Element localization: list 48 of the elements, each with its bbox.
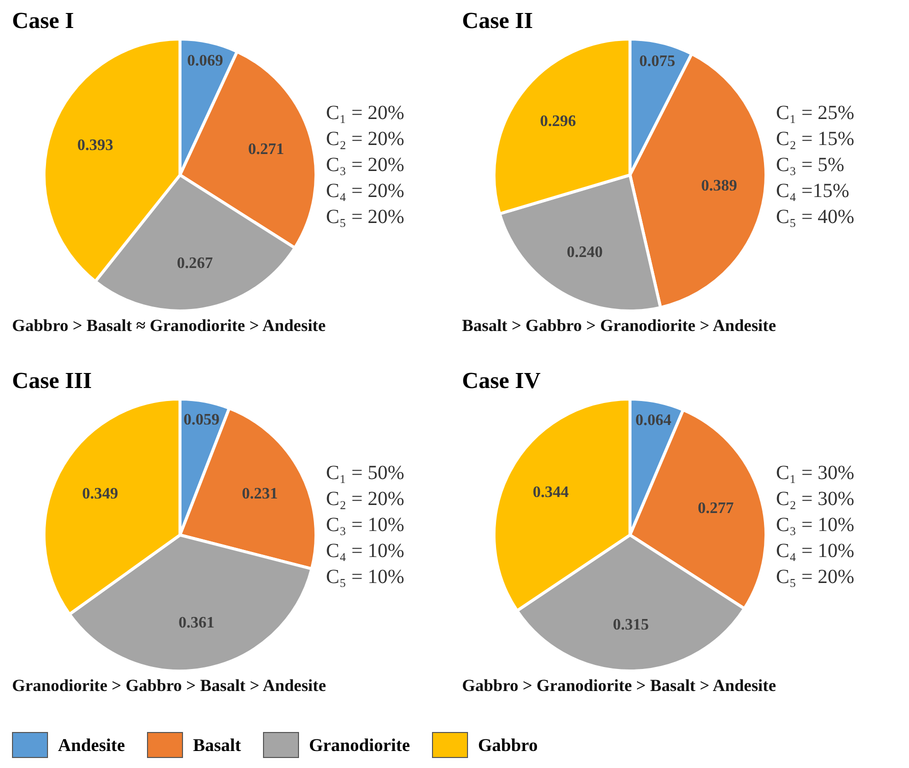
legend-label: Gabbro: [478, 734, 538, 756]
data-label: 0.393: [77, 136, 114, 154]
data-label: 0.231: [242, 486, 278, 502]
data-label: 0.059: [184, 412, 220, 429]
chart-title: Case II: [462, 8, 533, 34]
data-label: 0.344: [532, 484, 569, 502]
text: C₂ = 20%: [326, 127, 404, 152]
text: C₃ = 10%: [326, 513, 404, 538]
text: C₁ = 50%: [326, 461, 404, 486]
chart-title: Case I: [12, 8, 74, 34]
chart-title: Case IV: [462, 368, 541, 394]
chart-title: Case III: [12, 368, 92, 394]
text: C₂ = 20%: [326, 487, 404, 512]
text: C₄ = 10%: [776, 539, 854, 564]
text: C₁ = 20%: [326, 101, 404, 126]
text: Gabbro > Basalt ≈ Granodiorite > Andesite: [12, 316, 326, 336]
data-label: 0.271: [248, 141, 284, 158]
text: C₄ =15%: [776, 179, 850, 204]
text: C₃ = 10%: [776, 513, 854, 538]
text: C₁ = 30%: [776, 461, 854, 486]
text: C₅ = 40%: [776, 205, 854, 230]
data-label: 0.069: [187, 52, 224, 70]
data-label: 0.296: [540, 112, 576, 130]
data-label: 0.267: [176, 255, 213, 272]
text: Gabbro > Granodiorite > Basalt > Andesite: [462, 676, 776, 696]
text: C₄ = 10%: [326, 539, 404, 564]
data-label: 0.389: [701, 177, 738, 194]
text: C₃ = 5%: [776, 153, 846, 178]
legend-label: Granodiorite: [309, 734, 410, 756]
text: C₃ = 20%: [326, 153, 404, 178]
data-label: 0.240: [566, 244, 603, 262]
legend-label: Basalt: [193, 734, 242, 756]
legend-label: Andesite: [58, 734, 125, 756]
text: C₂ = 30%: [776, 487, 854, 512]
data-label: 0.064: [635, 412, 672, 429]
text: C₄ = 20%: [326, 179, 404, 204]
text: C₁ = 25%: [776, 101, 854, 126]
data-label: 0.277: [698, 500, 734, 518]
text: Granodiorite > Gabbro > Basalt > Andesite: [12, 676, 326, 696]
text: Basalt > Gabbro > Granodiorite > Andesite: [462, 316, 776, 336]
data-label: 0.315: [612, 616, 649, 634]
text: C₅ = 10%: [326, 565, 404, 590]
text: C₅ = 20%: [776, 565, 854, 590]
data-label: 0.361: [178, 614, 215, 632]
text: C₅ = 20%: [326, 205, 404, 230]
data-label: 0.075: [639, 52, 676, 70]
data-label: 0.349: [82, 486, 118, 502]
text: C₂ = 15%: [776, 127, 854, 152]
